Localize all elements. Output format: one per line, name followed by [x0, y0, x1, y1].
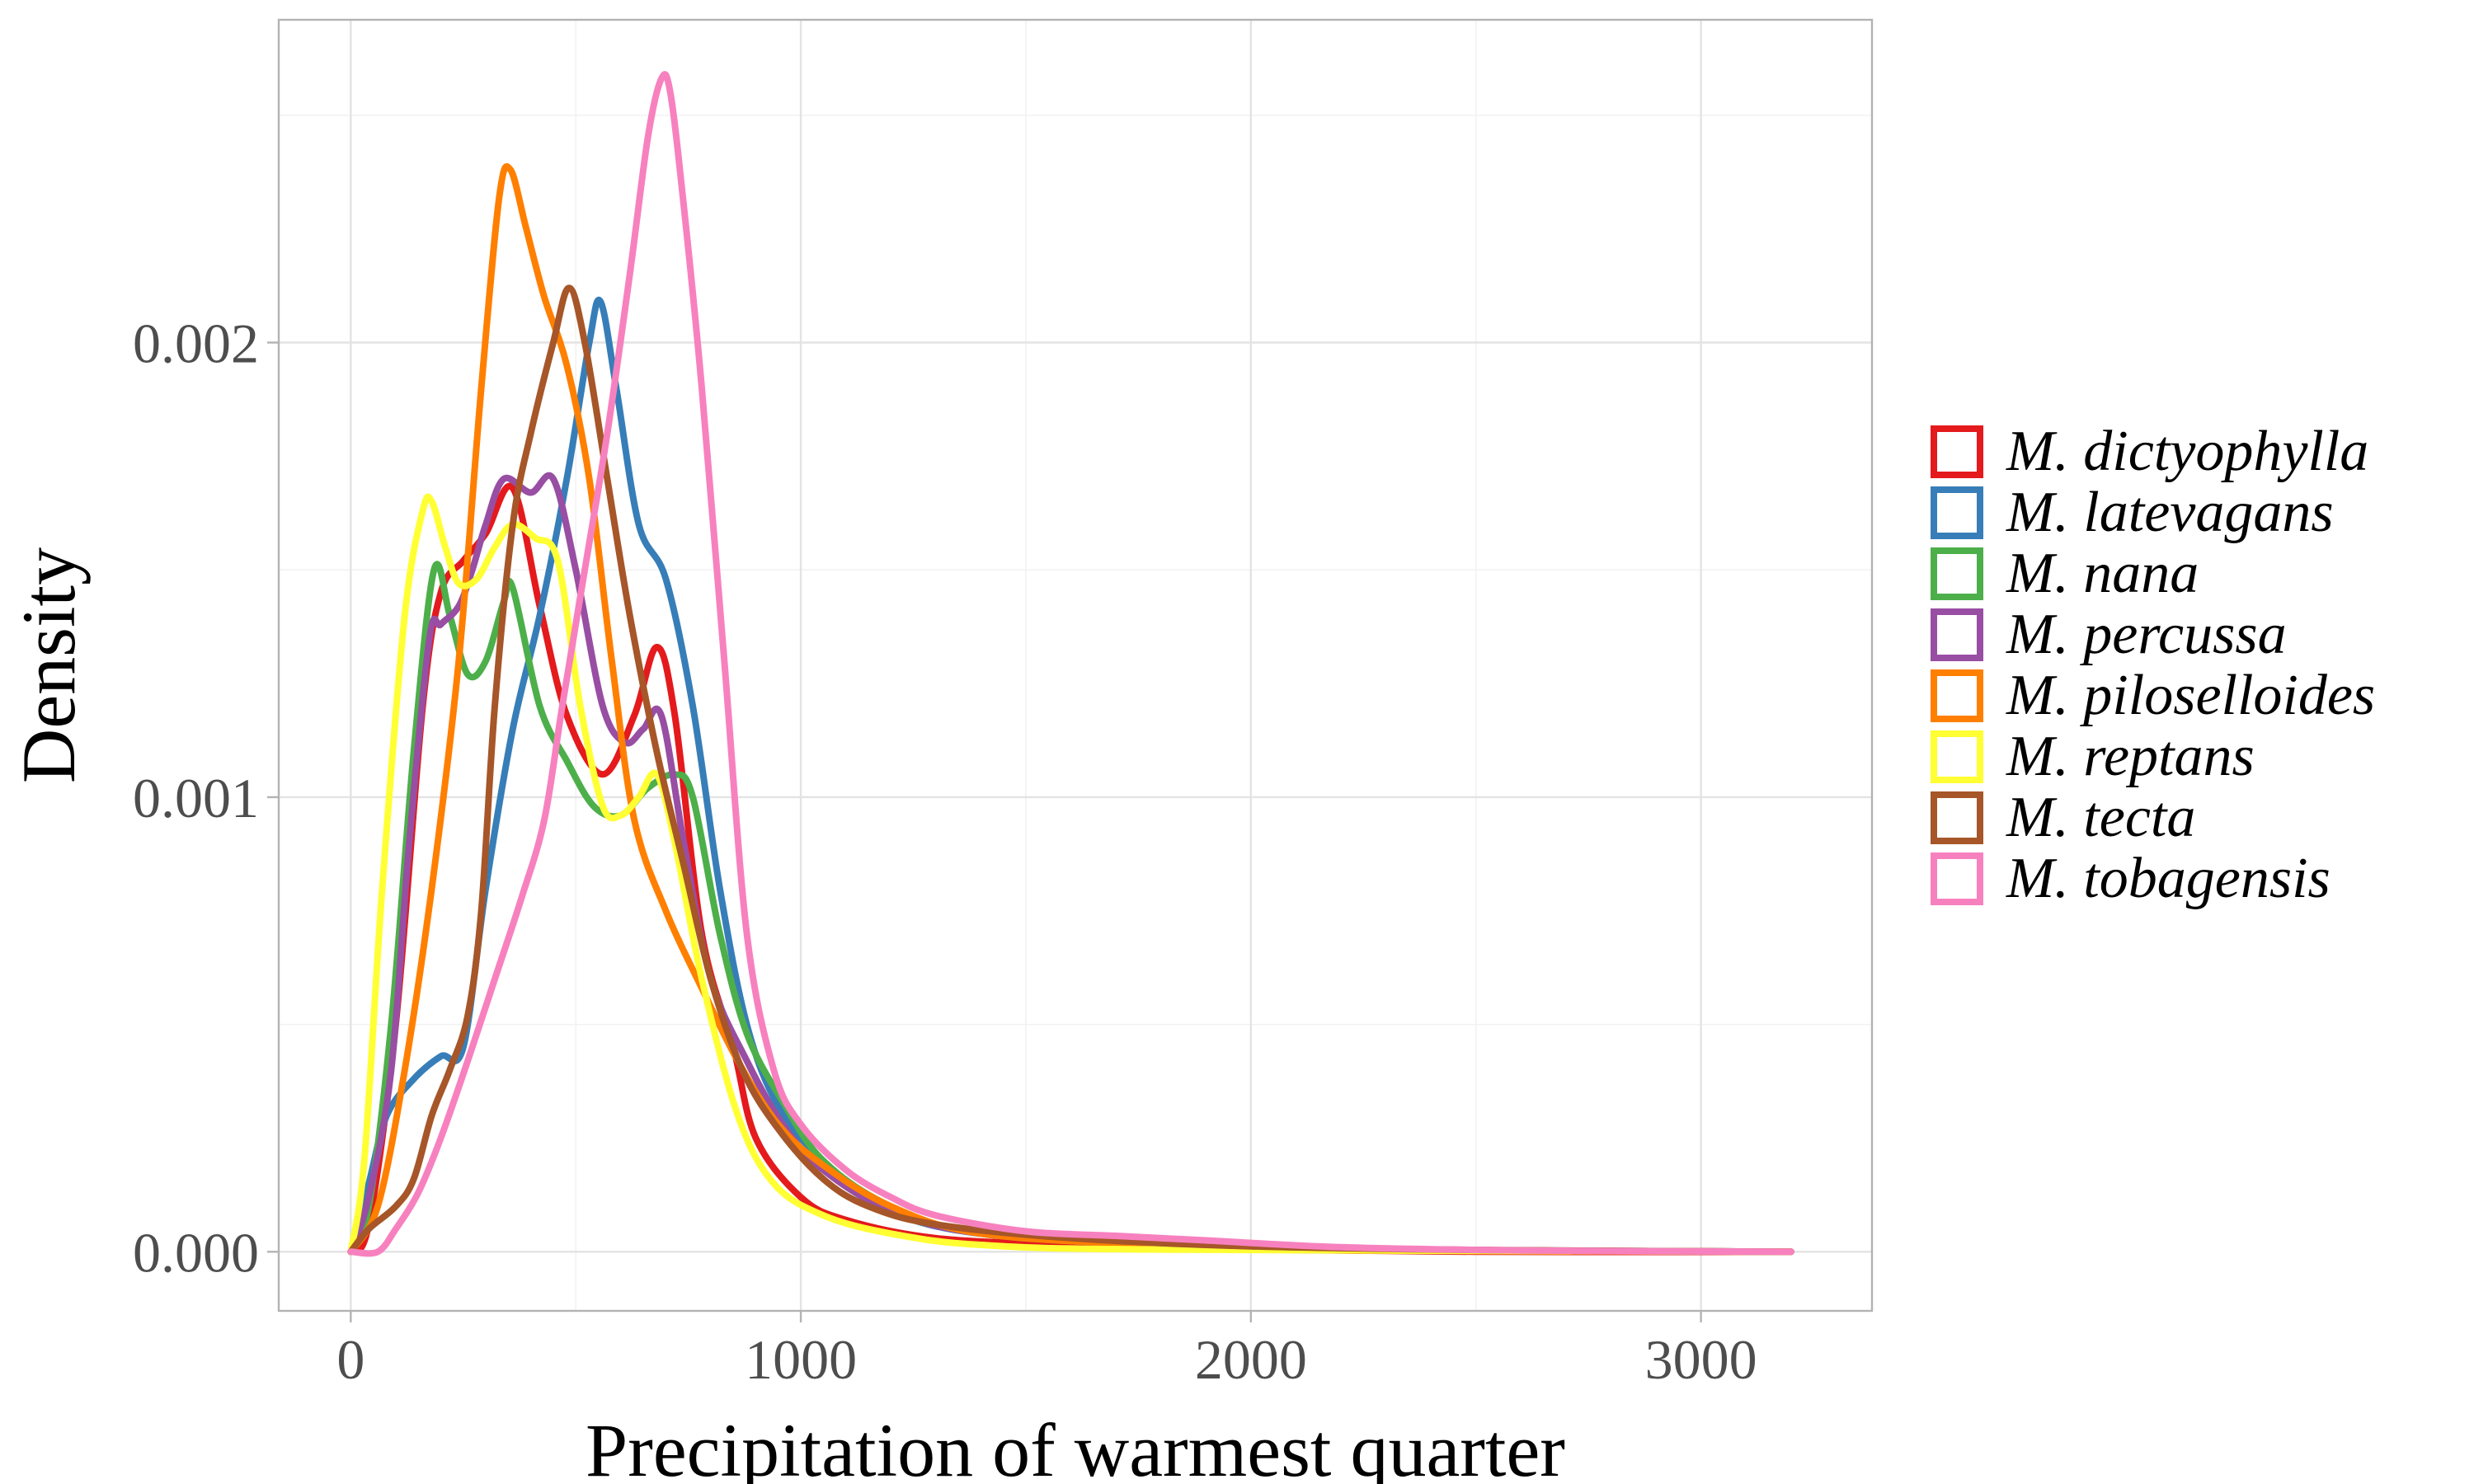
- axis-layer: 0 1000 2000 3000 0.000 0.001 0.002: [133, 312, 1757, 1392]
- legend-label-m-reptans: M. reptans: [2006, 725, 2255, 788]
- legend-key-m-piloselloides: [1931, 669, 1983, 722]
- panel-border: [277, 18, 1874, 1313]
- density-line-m-tobagensis: [347, 71, 1794, 1257]
- density-line-m-piloselloides: [347, 162, 1794, 1256]
- legend-key-m-reptans: [1931, 730, 1983, 783]
- grid-layer: [279, 20, 1872, 1311]
- density-line-m-latevagans: [347, 296, 1794, 1256]
- density-line-m-reptans: [347, 493, 1794, 1256]
- legend-label-m-latevagans: M. latevagans: [2006, 481, 2334, 544]
- legend-key-m-tobagensis: [1931, 852, 1983, 905]
- x-tick-label: 0: [336, 1328, 365, 1391]
- legend-label-m-percussa: M. percussa: [2006, 603, 2287, 666]
- y-axis-title: Density: [7, 547, 91, 783]
- legend-label-m-dictyophylla: M. dictyophylla: [2006, 420, 2368, 483]
- x-axis-title: Precipitation of warmest quarter: [586, 1408, 1565, 1484]
- legend-key-m-latevagans: [1931, 486, 1983, 539]
- x-tick-label: 2000: [1195, 1328, 1307, 1391]
- legend-label-m-piloselloides: M. piloselloides: [2006, 664, 2375, 727]
- x-tick-label: 3000: [1645, 1328, 1757, 1391]
- density-line-m-tecta: [347, 284, 1794, 1256]
- legend-key-m-tecta: [1931, 791, 1983, 844]
- legend-key-m-nana: [1931, 547, 1983, 600]
- legend-key-m-dictyophylla: [1931, 425, 1983, 478]
- legend-label-m-tobagensis: M. tobagensis: [2006, 847, 2331, 910]
- y-tick-label: 0.002: [133, 312, 259, 375]
- x-tick-label: 1000: [745, 1328, 857, 1391]
- legend-key-m-percussa: [1931, 608, 1983, 661]
- legend-label-m-tecta: M. tecta: [2006, 786, 2195, 849]
- legend-label-m-nana: M. nana: [2006, 542, 2199, 605]
- series-layer: [347, 71, 1794, 1257]
- y-tick-label: 0.001: [133, 767, 259, 829]
- y-tick-label: 0.000: [133, 1221, 259, 1284]
